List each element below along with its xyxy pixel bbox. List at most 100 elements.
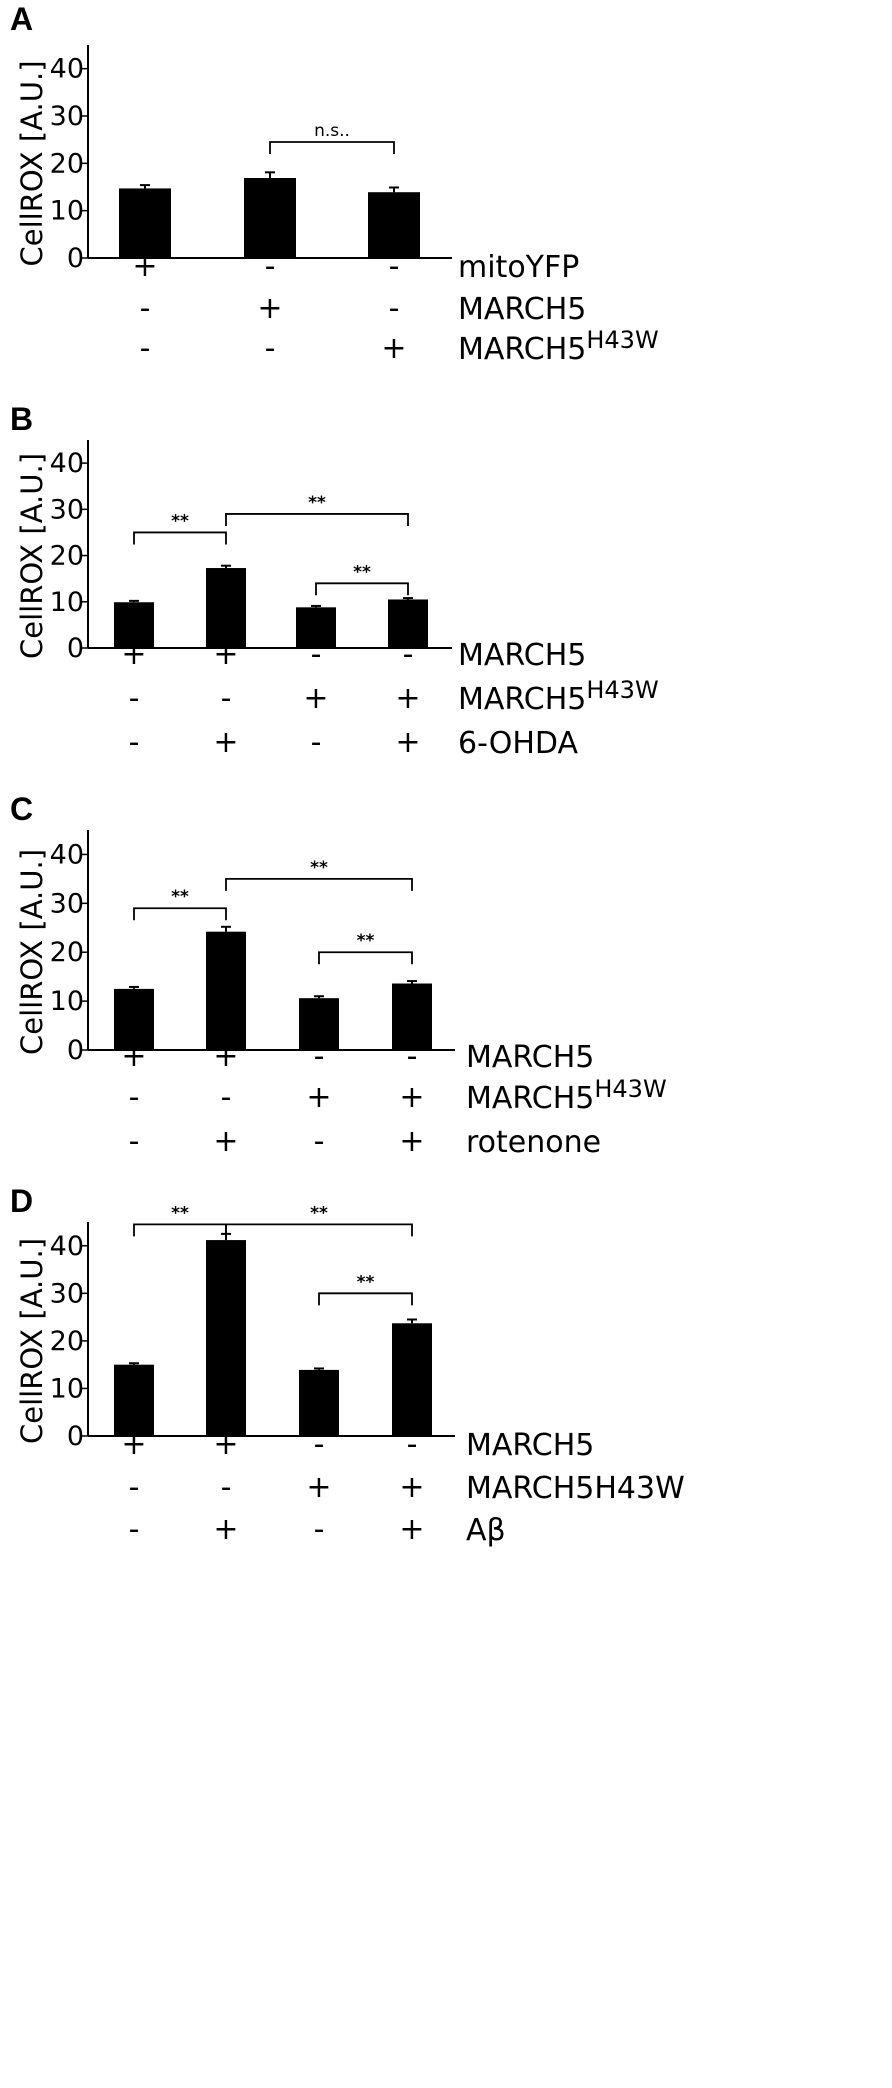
condition-label: rotenone: [466, 1125, 601, 1160]
bar: [368, 192, 420, 258]
plus-sign: +: [395, 681, 420, 716]
minus-sign: -: [140, 331, 151, 366]
panel-letter: A: [10, 1, 33, 37]
y-tick-label: 0: [67, 1421, 84, 1452]
minus-sign: -: [314, 1427, 325, 1462]
significance-label: **: [357, 1272, 375, 1292]
panel-letter: B: [10, 401, 33, 437]
y-tick-label: 30: [50, 494, 84, 525]
minus-sign: -: [129, 725, 140, 760]
y-tick-label: 0: [67, 1035, 84, 1066]
y-tick-label: 0: [67, 633, 84, 664]
condition-label: MARCH5H43W: [466, 1075, 667, 1116]
plus-sign: +: [399, 1080, 424, 1115]
minus-sign: -: [389, 249, 400, 284]
minus-sign: -: [129, 1470, 140, 1505]
y-tick-label: 30: [50, 1278, 84, 1309]
y-tick-label: 20: [50, 148, 84, 179]
y-tick-label: 30: [50, 101, 84, 132]
significance-label: **: [308, 493, 326, 513]
minus-sign: -: [221, 1080, 232, 1115]
bar: [244, 178, 296, 258]
minus-sign: -: [221, 681, 232, 716]
bar: [296, 607, 336, 648]
minus-sign: -: [129, 1512, 140, 1547]
significance-bracket: [225, 513, 409, 526]
condition-label: MARCH5: [466, 1428, 594, 1463]
minus-sign: -: [314, 1512, 325, 1547]
significance-label: **: [171, 1203, 189, 1223]
y-axis-label: CellROX [A.U.]: [15, 1238, 49, 1444]
significance-bracket: [318, 1292, 413, 1306]
y-tick-label: 20: [50, 937, 84, 968]
plus-sign: +: [213, 1039, 238, 1074]
bar: [206, 931, 246, 1050]
plus-sign: +: [213, 637, 238, 672]
significance-label: **: [353, 562, 371, 582]
plus-sign: +: [121, 637, 146, 672]
significance-bracket: [315, 582, 409, 596]
minus-sign: -: [403, 637, 414, 672]
panel-letter: D: [10, 1183, 33, 1219]
condition-label: MARCH5: [458, 292, 586, 327]
panel-c: C CellROX [A.U.] 0 10 20 30 40 ** ** ** + + - - MARCH5…: [10, 791, 667, 1160]
plus-sign: +: [399, 1124, 424, 1159]
y-axis-label: CellROX [A.U.]: [15, 60, 49, 266]
y-tick-label: 20: [50, 1326, 84, 1357]
y-axis-label: CellROX [A.U.]: [15, 849, 49, 1055]
condition-label: mitoYFP: [458, 250, 579, 285]
plus-sign: +: [121, 1427, 146, 1462]
minus-sign: -: [265, 331, 276, 366]
significance-label: **: [171, 887, 189, 907]
y-tick-label: 0: [67, 243, 84, 274]
plus-sign: +: [399, 1470, 424, 1505]
plus-sign: +: [213, 1512, 238, 1547]
y-tick-label: 10: [50, 196, 84, 227]
bar: [392, 983, 432, 1050]
minus-sign: -: [407, 1427, 418, 1462]
bar: [114, 1364, 154, 1436]
minus-sign: -: [311, 637, 322, 672]
minus-sign: -: [407, 1039, 418, 1074]
y-axis-label: CellROX [A.U.]: [15, 453, 49, 659]
panel-d: D CellROX [A.U.] 0 10 20 30 40 ** ** ** + + - - MARCH5…: [10, 1183, 685, 1548]
bar: [299, 998, 339, 1050]
minus-sign: -: [265, 249, 276, 284]
minus-sign: -: [129, 1124, 140, 1159]
significance-label: n.s..: [314, 121, 350, 141]
significance-bracket: [133, 907, 227, 921]
y-tick-label: 20: [50, 541, 84, 572]
minus-sign: -: [221, 1470, 232, 1505]
condition-label: 6-OHDA: [458, 726, 578, 761]
significance-bracket: [225, 877, 413, 891]
significance-bracket: [133, 531, 227, 545]
minus-sign: -: [311, 725, 322, 760]
bar: [206, 1240, 246, 1436]
y-tick-label: 10: [50, 986, 84, 1017]
plus-sign: +: [213, 1427, 238, 1462]
y-tick-label: 40: [50, 839, 84, 870]
plus-sign: +: [213, 725, 238, 760]
y-tick-label: 40: [50, 1231, 84, 1262]
condition-label: MARCH5H43W: [466, 1471, 685, 1506]
condition-label: MARCH5: [458, 638, 586, 673]
significance-label: **: [357, 931, 375, 951]
minus-sign: -: [389, 291, 400, 326]
plus-sign: +: [395, 725, 420, 760]
bar: [114, 988, 154, 1050]
plus-sign: +: [399, 1512, 424, 1547]
panel-b: B CellROX [A.U.] 0 10 20 30 40 ** ** ** + + - - MARCH5…: [10, 401, 659, 761]
y-tick-label: 10: [50, 1373, 84, 1404]
plus-sign: +: [257, 291, 282, 326]
significance-label: **: [310, 858, 328, 878]
panel-letter: C: [10, 791, 33, 827]
bar: [206, 568, 246, 648]
significance-label: **: [171, 511, 189, 531]
y-tick-label: 40: [50, 54, 84, 85]
significance-bracket: [133, 1223, 227, 1237]
bar: [392, 1323, 432, 1436]
plus-sign: +: [306, 1080, 331, 1115]
plus-sign: +: [381, 331, 406, 366]
plus-sign: +: [306, 1470, 331, 1505]
